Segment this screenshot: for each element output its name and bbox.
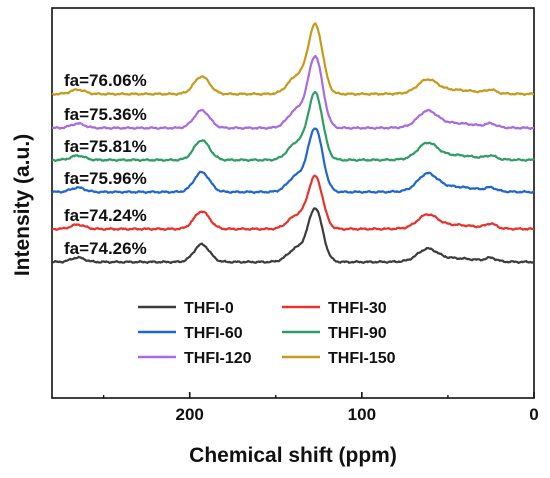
y-axis-title: Intensity (a.u.): [11, 134, 34, 276]
plot-frame: [51, 7, 535, 399]
fa-label-layer: fa=74.26% fa=74.24% fa=75.96% fa=75.81% fa=7…: [64, 71, 147, 258]
x-tick-label: 200: [176, 405, 204, 424]
legend: THFI-0 THFI-30 THFI-60 THFI-90 THFI-120 THFI-…: [138, 300, 396, 367]
fa-label-thfi-150: fa=76.06%: [64, 71, 147, 90]
fa-label-thfi-120: fa=75.36%: [64, 105, 147, 124]
series-line-thfi-150: [51, 22, 535, 97]
series-line-thfi-30: [51, 174, 535, 232]
fa-label-thfi-30: fa=74.24%: [64, 206, 147, 225]
legend-label-thfi-0: THFI-0: [184, 300, 234, 317]
legend-label-thfi-30: THFI-30: [328, 300, 387, 317]
legend-label-thfi-90: THFI-90: [328, 325, 387, 342]
series-line-thfi-90: [51, 91, 535, 163]
legend-label-thfi-60: THFI-60: [184, 325, 243, 342]
series-line-thfi-60: [51, 127, 535, 195]
legend-label-thfi-150: THFI-150: [328, 350, 396, 367]
x-axis-ticks: 200 100 0: [102, 392, 539, 424]
fa-label-thfi-0: fa=74.26%: [64, 239, 147, 258]
fa-label-thfi-90: fa=75.81%: [64, 137, 147, 156]
fa-label-thfi-60: fa=75.96%: [64, 169, 147, 188]
series-line-thfi-120: [51, 54, 535, 130]
x-tick-label: 100: [348, 405, 376, 424]
x-axis-title: Chemical shift (ppm): [189, 444, 397, 467]
series-line-thfi-0: [51, 207, 535, 265]
series-layer: [51, 22, 535, 265]
x-tick-label: 0: [529, 405, 538, 424]
legend-label-thfi-120: THFI-120: [184, 350, 252, 367]
